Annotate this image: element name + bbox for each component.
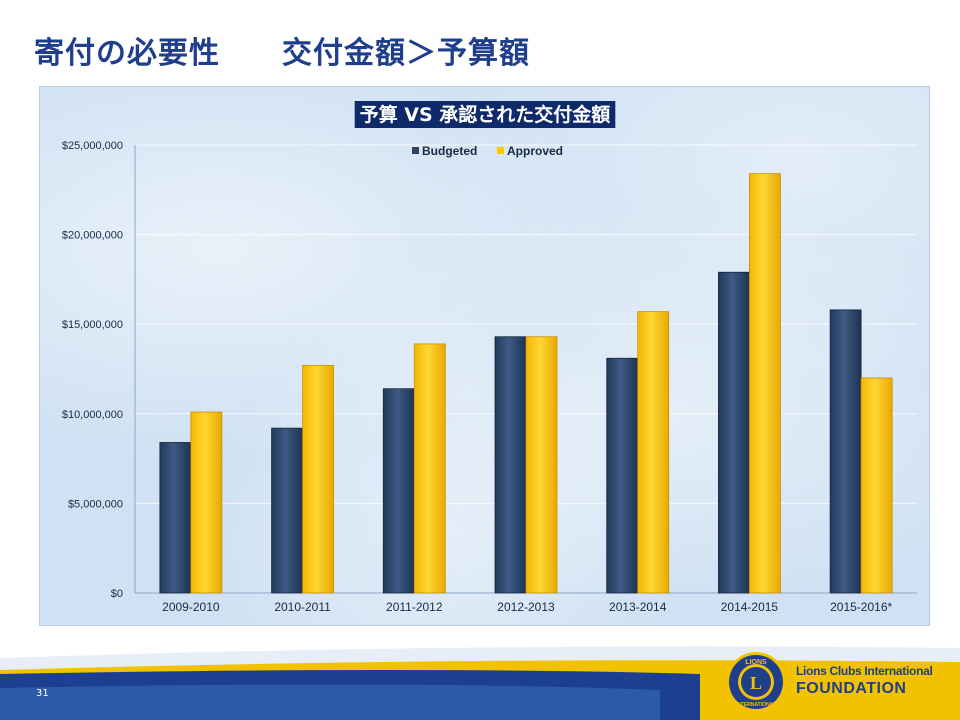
approved-bar bbox=[302, 365, 334, 594]
legend-swatch bbox=[412, 147, 419, 154]
svg-text:L: L bbox=[750, 673, 762, 693]
legend: Budgeted Approved bbox=[412, 144, 563, 158]
budgeted-bar bbox=[159, 442, 192, 594]
y-tick-label: $0 bbox=[111, 588, 123, 600]
x-tick-label: 2012-2013 bbox=[497, 600, 555, 614]
approved-bar bbox=[637, 311, 670, 594]
legend-label: Approved bbox=[507, 144, 563, 158]
y-tick-label: $20,000,000 bbox=[62, 230, 123, 242]
bar-chart: $0 $5,000,000 $10,000,000 $15,000,000 $20,00… bbox=[62, 101, 917, 614]
approved-bar bbox=[413, 343, 446, 594]
x-tick-label: 2013-2014 bbox=[609, 600, 667, 614]
bars bbox=[159, 173, 893, 594]
x-tick-label: 2014-2015 bbox=[721, 600, 779, 614]
x-tick-label: 2011-2012 bbox=[386, 600, 443, 614]
chart-title-group: 予算 VS 承認された交付金額 bbox=[354, 101, 616, 128]
org-foundation: FOUNDATION bbox=[796, 680, 907, 697]
org-name: Lions Clubs International bbox=[796, 664, 933, 678]
slide-title: 寄付の必要性 交付金額＞予算額 bbox=[34, 36, 530, 71]
svg-text:LIONS: LIONS bbox=[745, 659, 767, 666]
legend-swatch bbox=[497, 147, 504, 154]
y-tick-label: $25,000,000 bbox=[62, 140, 123, 152]
budgeted-bar bbox=[829, 309, 862, 594]
budgeted-bar bbox=[494, 336, 527, 594]
budgeted-bar bbox=[271, 427, 303, 594]
x-axis-labels: 2009-2010 2010-2011 2011-2012 2012-2013 2013… bbox=[162, 600, 892, 614]
x-tick-label: 2015-2016* bbox=[830, 600, 892, 614]
y-tick-label: $10,000,000 bbox=[62, 409, 123, 421]
budgeted-bar bbox=[606, 357, 639, 594]
x-tick-label: 2009-2010 bbox=[162, 600, 220, 614]
y-tick-label: $15,000,000 bbox=[62, 319, 123, 331]
chart-title-background bbox=[354, 101, 616, 128]
budgeted-bar bbox=[718, 271, 750, 594]
page-number: 31 bbox=[36, 688, 49, 699]
chart-panel: $0 $5,000,000 $10,000,000 $15,000,000 $20,00… bbox=[39, 86, 930, 626]
y-tick-label: $5,000,000 bbox=[68, 498, 123, 510]
legend-label: Budgeted bbox=[422, 144, 477, 158]
approved-bar bbox=[749, 173, 781, 594]
chart-title: 予算 VS 承認された交付金額 bbox=[360, 103, 611, 126]
svg-text:INTERNATIONAL: INTERNATIONAL bbox=[736, 702, 776, 708]
approved-bar bbox=[190, 411, 223, 594]
approved-bar bbox=[860, 377, 893, 594]
footer-band bbox=[0, 646, 960, 720]
approved-bar bbox=[525, 336, 558, 594]
lions-logo: LIONS INTERNATIONAL L bbox=[724, 650, 788, 714]
budgeted-bar bbox=[382, 388, 415, 594]
x-tick-label: 2010-2011 bbox=[274, 600, 331, 614]
